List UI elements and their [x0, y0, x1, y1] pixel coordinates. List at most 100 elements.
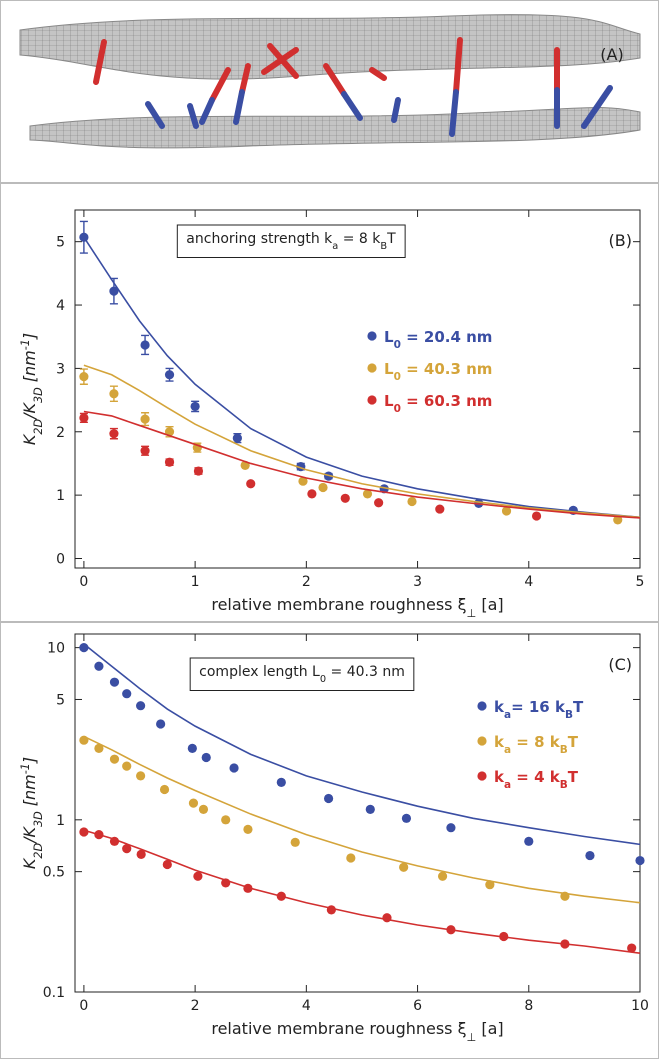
- plot-frame: [74, 209, 641, 569]
- data-point: [140, 414, 150, 424]
- data-point: [94, 661, 104, 671]
- data-point: [109, 836, 120, 846]
- data-point: [298, 476, 308, 486]
- data-point: [136, 701, 146, 711]
- data-point: [232, 433, 242, 443]
- rods: [93, 37, 613, 137]
- text-part: T: [386, 231, 396, 247]
- data-point: [79, 372, 89, 382]
- x-axis-label: relative membrane roughness ξ⊥ [a]: [211, 595, 503, 620]
- x-tick-label: 6: [413, 998, 422, 1014]
- text-part: K: [20, 857, 39, 869]
- data-point: [437, 871, 448, 881]
- data-point: [122, 689, 132, 699]
- text-part: 3D: [32, 387, 45, 403]
- text-part: T: [573, 698, 584, 716]
- lower-membrane: [29, 107, 641, 149]
- data-point: [560, 891, 570, 901]
- data-point: [109, 754, 120, 764]
- legend-marker: [477, 736, 487, 746]
- data-point: [531, 511, 542, 521]
- data-point: [187, 743, 197, 753]
- data-point: [246, 479, 256, 489]
- y-axis-label: K2D/K3D [nm-1]: [19, 757, 45, 869]
- data-point: [122, 761, 132, 771]
- text-part: -1: [19, 763, 32, 774]
- y-tick-label: 1: [56, 488, 65, 504]
- data-point: [318, 482, 328, 493]
- data-point: [374, 498, 384, 508]
- data-point: [407, 496, 417, 507]
- data-point: [290, 837, 300, 847]
- panel-label: (B): [609, 231, 632, 250]
- text-part: anchoring strength k: [186, 231, 333, 247]
- data-point: [109, 286, 119, 296]
- text-part: k: [494, 768, 505, 786]
- data-point: [560, 939, 570, 949]
- data-point: [499, 931, 509, 942]
- legend-label: L0 = 20.4 nm: [384, 328, 492, 351]
- x-tick-label: 1: [191, 574, 200, 590]
- data-point: [109, 677, 120, 687]
- text-part: relative membrane roughness ξ: [211, 1019, 466, 1038]
- data-point: [323, 793, 334, 804]
- data-point: [140, 340, 150, 350]
- text-part: 2D: [32, 419, 45, 435]
- data-point: [399, 862, 409, 872]
- plot-frame: [74, 633, 641, 993]
- data-point: [164, 457, 175, 467]
- text-part: [nm: [20, 774, 39, 811]
- text-part: ]: [20, 333, 39, 340]
- y-tick-label: 1: [56, 813, 65, 829]
- data-point: [159, 784, 170, 795]
- text-part: = 40.3 nm: [326, 664, 405, 680]
- legend-marker: [477, 771, 487, 781]
- y-tick-label: 0.5: [43, 865, 65, 881]
- text-part: a: [504, 744, 511, 756]
- data-point: [243, 883, 253, 893]
- data-point: [79, 735, 89, 745]
- legend-label: L0 = 60.3 nm: [384, 392, 492, 415]
- data-point: [276, 777, 286, 787]
- legend-label: ka= 16 kBT: [494, 698, 584, 721]
- data-point: [193, 871, 203, 881]
- fit-line: [83, 364, 641, 519]
- text-part: 0: [394, 339, 401, 351]
- text-part: k: [494, 698, 505, 716]
- text-part: B: [560, 744, 568, 756]
- annotation-box: [176, 224, 406, 258]
- y-tick-label: 4: [56, 298, 65, 314]
- data-point: [136, 849, 146, 859]
- data-point: [79, 413, 89, 423]
- text-part: = 40.3 nm: [401, 360, 493, 378]
- text-part: K: [20, 433, 39, 445]
- text-part: ⊥: [467, 1031, 477, 1044]
- text-part: = 8 k: [511, 733, 561, 751]
- text-part: a: [504, 709, 511, 721]
- x-tick-label: 0: [79, 998, 88, 1014]
- y-tick-label: 0: [56, 551, 65, 567]
- x-tick-label: 4: [302, 998, 311, 1014]
- data-point: [221, 878, 231, 888]
- x-tick-label: 3: [413, 574, 422, 590]
- text-part: = 8 k: [338, 231, 381, 247]
- data-point: [162, 859, 172, 870]
- fit-line: [83, 829, 641, 954]
- annotation: complex length L0 = 40.3 nm: [199, 664, 405, 685]
- data-point: [276, 891, 286, 901]
- text-part: relative membrane roughness ξ: [211, 595, 466, 614]
- y-tick-label: 5: [56, 235, 65, 251]
- data-point: [524, 836, 534, 846]
- text-part: 0: [394, 403, 401, 415]
- text-part: [a]: [476, 595, 503, 614]
- text-part: L: [384, 360, 394, 378]
- data-point: [501, 506, 512, 516]
- panel-label: (C): [608, 655, 632, 674]
- text-part: /K: [20, 402, 39, 421]
- data-point: [94, 743, 104, 753]
- text-part: B: [560, 779, 568, 791]
- text-part: = 20.4 nm: [401, 328, 493, 346]
- legend-label: ka = 8 kBT: [494, 733, 579, 756]
